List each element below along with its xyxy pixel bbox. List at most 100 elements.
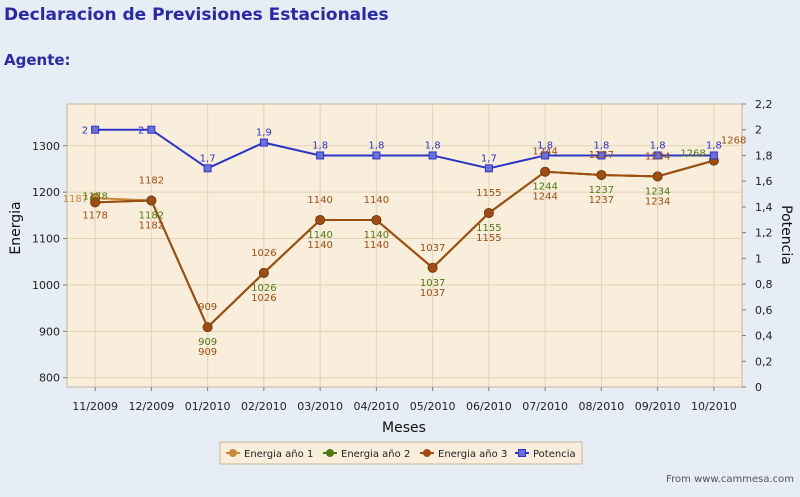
data-label: 1,8	[368, 140, 384, 151]
data-point	[146, 195, 157, 206]
data-label: 1237	[589, 185, 614, 196]
data-label: 1237	[589, 195, 614, 206]
data-label: 1,8	[312, 140, 328, 151]
x-tick-label: 09/2010	[635, 400, 681, 413]
data-label: 1037	[420, 288, 445, 299]
legend-label: Energia año 3	[438, 449, 507, 460]
data-point	[91, 125, 100, 134]
x-axis-label: Meses	[382, 420, 426, 436]
y2-tick-label: 0,6	[755, 304, 773, 317]
data-label: 1140	[364, 240, 389, 251]
y-tick-label: 900	[39, 325, 60, 338]
legend-marker	[326, 449, 334, 457]
data-point	[371, 215, 382, 225]
data-label: 1244	[532, 192, 557, 203]
data-label: 1,9	[256, 128, 272, 139]
data-point	[203, 164, 212, 173]
data-point	[484, 164, 493, 173]
data-label: 1140	[307, 230, 332, 241]
y2-tick-label: 1	[755, 252, 762, 265]
grid-layer	[67, 104, 742, 387]
data-label: 1268	[721, 136, 746, 147]
data-label: 1234	[645, 186, 670, 197]
y2-tick-label: 0,4	[755, 330, 773, 343]
data-label: 1182	[139, 220, 164, 231]
data-point	[316, 151, 325, 160]
y2-axis-label: Potencia	[778, 205, 794, 265]
y2-tick-label: 2	[755, 124, 762, 137]
data-point	[596, 170, 607, 180]
data-label: 1155	[476, 188, 501, 199]
data-label: 1,8	[537, 140, 553, 151]
y-tick-label: 800	[39, 372, 60, 385]
y2-tick-label: 1,6	[755, 175, 773, 188]
data-label: 1026	[251, 283, 276, 294]
legend-label: Energia año 1	[244, 449, 313, 460]
x-tick-label: 02/2010	[241, 400, 287, 413]
data-label: 1234	[645, 151, 670, 162]
data-label: 1037	[420, 278, 445, 289]
data-point	[709, 151, 718, 160]
axes-layer: 800 900 1000 1100 1200 1300 0 0,2 0,4 0,6 0,8 1 1,2 1…	[32, 98, 773, 413]
data-label: 1,8	[425, 140, 441, 151]
y2-tick-label: 1,2	[755, 227, 773, 240]
data-label: 2	[82, 126, 88, 137]
plot-area	[66, 103, 743, 388]
x-tick-label: 01/2010	[185, 400, 231, 413]
data-label: 1140	[364, 195, 389, 206]
x-tick-label: 11/2009	[72, 400, 118, 413]
data-label: 1187	[63, 194, 88, 205]
data-label: 1244	[532, 147, 557, 158]
data-label: 1268	[680, 149, 705, 160]
y2-tick-label: 2,2	[755, 98, 773, 111]
data-label: 1178	[82, 210, 107, 221]
legend-label: Energia año 2	[341, 449, 410, 460]
data-label: 1,8	[706, 140, 722, 151]
y2-tick-label: 1,8	[755, 149, 773, 162]
y-axis-label: Energia	[8, 201, 24, 254]
data-label: 1140	[307, 240, 332, 251]
footer-source: From www.cammesa.com	[666, 474, 794, 485]
data-label: 1182	[139, 175, 164, 186]
data-point	[90, 197, 101, 208]
y-tick-label: 1100	[32, 233, 60, 246]
data-point	[597, 151, 606, 160]
series-layer	[90, 125, 719, 333]
data-point	[428, 151, 437, 160]
page-title: Declaracion de Previsiones Estacionales	[4, 5, 389, 25]
x-tick-label: 03/2010	[297, 400, 343, 413]
legend-marker	[229, 449, 237, 457]
legend: Energia año 1 Energia año 2 Energia año 3 P…	[219, 441, 583, 465]
data-point	[259, 138, 268, 147]
data-label: 1140	[307, 195, 332, 206]
data-label: 1155	[476, 223, 501, 234]
data-point	[147, 125, 156, 134]
data-label: 909	[198, 337, 217, 348]
data-label: 909	[198, 302, 217, 313]
y-tick-label: 1000	[32, 279, 60, 292]
x-tick-label: 07/2010	[522, 400, 568, 413]
data-label: 1,8	[593, 140, 609, 151]
data-point	[202, 322, 213, 333]
x-tick-label: 06/2010	[466, 400, 512, 413]
legend-marker	[423, 449, 431, 457]
data-label: 1,7	[200, 153, 216, 164]
data-label: 1026	[251, 248, 276, 259]
x-tick-label: 10/2010	[691, 400, 737, 413]
data-label: 1,8	[650, 140, 666, 151]
data-label: 1155	[476, 233, 501, 244]
data-label: 909	[198, 347, 217, 358]
data-label: 1,7	[481, 153, 497, 164]
data-point	[483, 208, 494, 218]
y2-tick-label: 0	[755, 381, 762, 394]
data-point	[653, 151, 662, 160]
x-tick-label: 08/2010	[579, 400, 625, 413]
y2-tick-label: 1,4	[755, 201, 773, 214]
data-point	[427, 262, 438, 273]
data-label: 1237	[589, 150, 614, 161]
legend-label: Potencia	[533, 449, 576, 460]
agent-label: Agente:	[4, 51, 71, 69]
y2-tick-label: 0,8	[755, 278, 773, 291]
data-point	[652, 171, 663, 182]
